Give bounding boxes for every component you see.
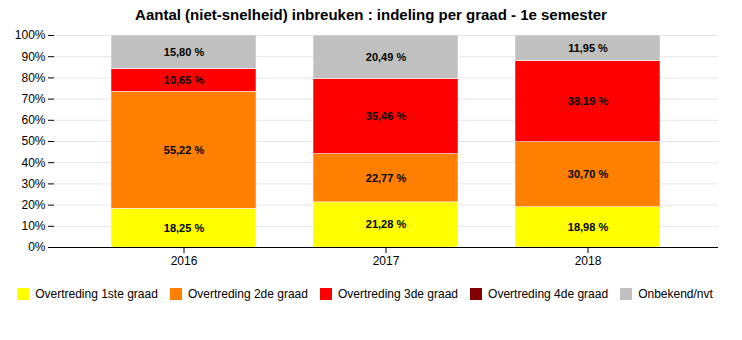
svg-text:11,95 %: 11,95 % [568,42,608,54]
svg-text:2016: 2016 [171,254,198,268]
html-text:Aantal (niet-snelheid) inbreuk: Aantal (niet-snelheid) inbreuken : indel… [135,6,607,23]
svg-text:2017: 2017 [373,254,400,268]
svg-text:100%: 100% [15,28,46,42]
svg-text:10,65 %: 10,65 % [164,74,205,86]
svg-text:30,70 %: 30,70 % [568,168,609,180]
html-text:Overtreding 3de graad: Overtreding 3de graad [338,286,458,301]
svg-text:40%: 40% [21,156,45,170]
svg-text:18,98 %: 18,98 % [568,221,609,233]
svg-text:38,19 %: 38,19 % [568,95,609,107]
svg-text:60%: 60% [21,113,45,127]
svg-text:20,49 %: 20,49 % [366,51,407,63]
html-text:Overtreding 1ste graad: Overtreding 1ste graad [35,286,158,301]
svg-text:10%: 10% [21,219,45,233]
svg-text:15,80 %: 15,80 % [164,46,205,58]
svg-text:21,28 %: 21,28 % [366,218,407,230]
svg-text:30%: 30% [21,177,45,191]
svg-text:22,77 %: 22,77 % [366,172,407,184]
html-text:Overtreding 4de graad: Overtreding 4de graad [488,286,609,301]
svg-text:0%: 0% [28,240,46,254]
svg-text:80%: 80% [21,71,45,85]
svg-text:18,25 %: 18,25 % [164,222,205,234]
svg-text:2018: 2018 [575,254,602,268]
svg-text:55,22 %: 55,22 % [164,144,205,156]
svg-text:90%: 90% [21,50,45,64]
svg-text:70%: 70% [21,92,45,106]
svg-text:20%: 20% [21,198,45,212]
svg-text:35,46 %: 35,46 % [366,110,407,122]
html-text:Onbekend/nvt: Onbekend/nvt [638,286,713,301]
html-text:Overtreding 2de graad: Overtreding 2de graad [187,286,308,301]
svg-text:50%: 50% [21,134,45,148]
